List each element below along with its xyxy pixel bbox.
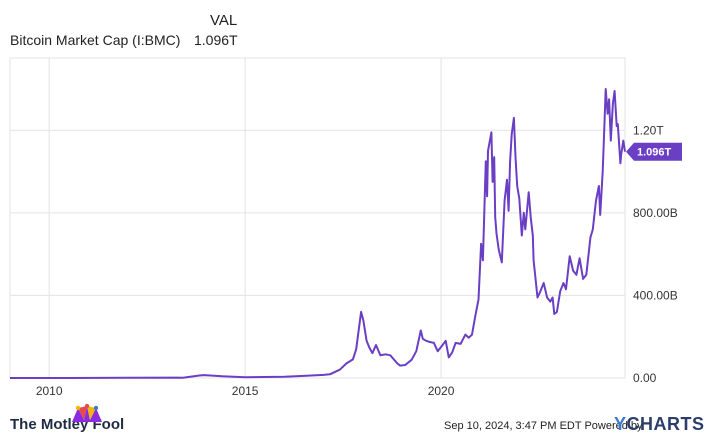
market-cap-chart: 2010 2015 2020 0.00 400.00B 800.00B 1.20T 1.0… bbox=[9, 57, 682, 398]
y-tick-label-2: 800.00B bbox=[633, 206, 678, 220]
ycharts-logo: YCHARTS bbox=[614, 414, 705, 435]
legend-series-value: 1.096T bbox=[194, 32, 238, 48]
powered-by-label: Powered by bbox=[584, 420, 643, 432]
x-tick-label-2010: 2010 bbox=[36, 384, 63, 398]
plot-area bbox=[9, 57, 626, 379]
current-value-badge-shape bbox=[626, 142, 682, 161]
legend-series-name: Bitcoin Market Cap (I:BMC) bbox=[10, 32, 181, 48]
y-tick-label-1: 400.00B bbox=[633, 288, 678, 302]
y-tick-label-3: 1.20T bbox=[633, 123, 664, 137]
motley-fool-brand: The Motley Fool bbox=[10, 416, 125, 433]
current-value-label: 1.096T bbox=[637, 147, 672, 159]
ycharts-logo-y: Y bbox=[614, 414, 627, 434]
y-tick-label-0: 0.00 bbox=[633, 371, 657, 385]
grid-lines bbox=[10, 58, 625, 379]
jester-hat-icon bbox=[72, 404, 102, 422]
x-tick-label-2015: 2015 bbox=[232, 384, 259, 398]
footer-attribution: Sep 10, 2024, 3:47 PM EDT Powered by bbox=[444, 420, 643, 432]
legend-column-header: VAL bbox=[210, 12, 238, 29]
x-tick-label-2020: 2020 bbox=[428, 384, 455, 398]
timestamp: Sep 10, 2024, 3:47 PM EDT bbox=[444, 420, 582, 432]
ycharts-logo-text: CHARTS bbox=[626, 414, 705, 434]
y-axis: 0.00 400.00B 800.00B 1.20T bbox=[633, 123, 678, 385]
x-axis: 2010 2015 2020 bbox=[36, 384, 455, 398]
current-value-badge: 1.096T bbox=[626, 142, 682, 161]
series-line-bitcoin-market-cap bbox=[10, 88, 626, 379]
